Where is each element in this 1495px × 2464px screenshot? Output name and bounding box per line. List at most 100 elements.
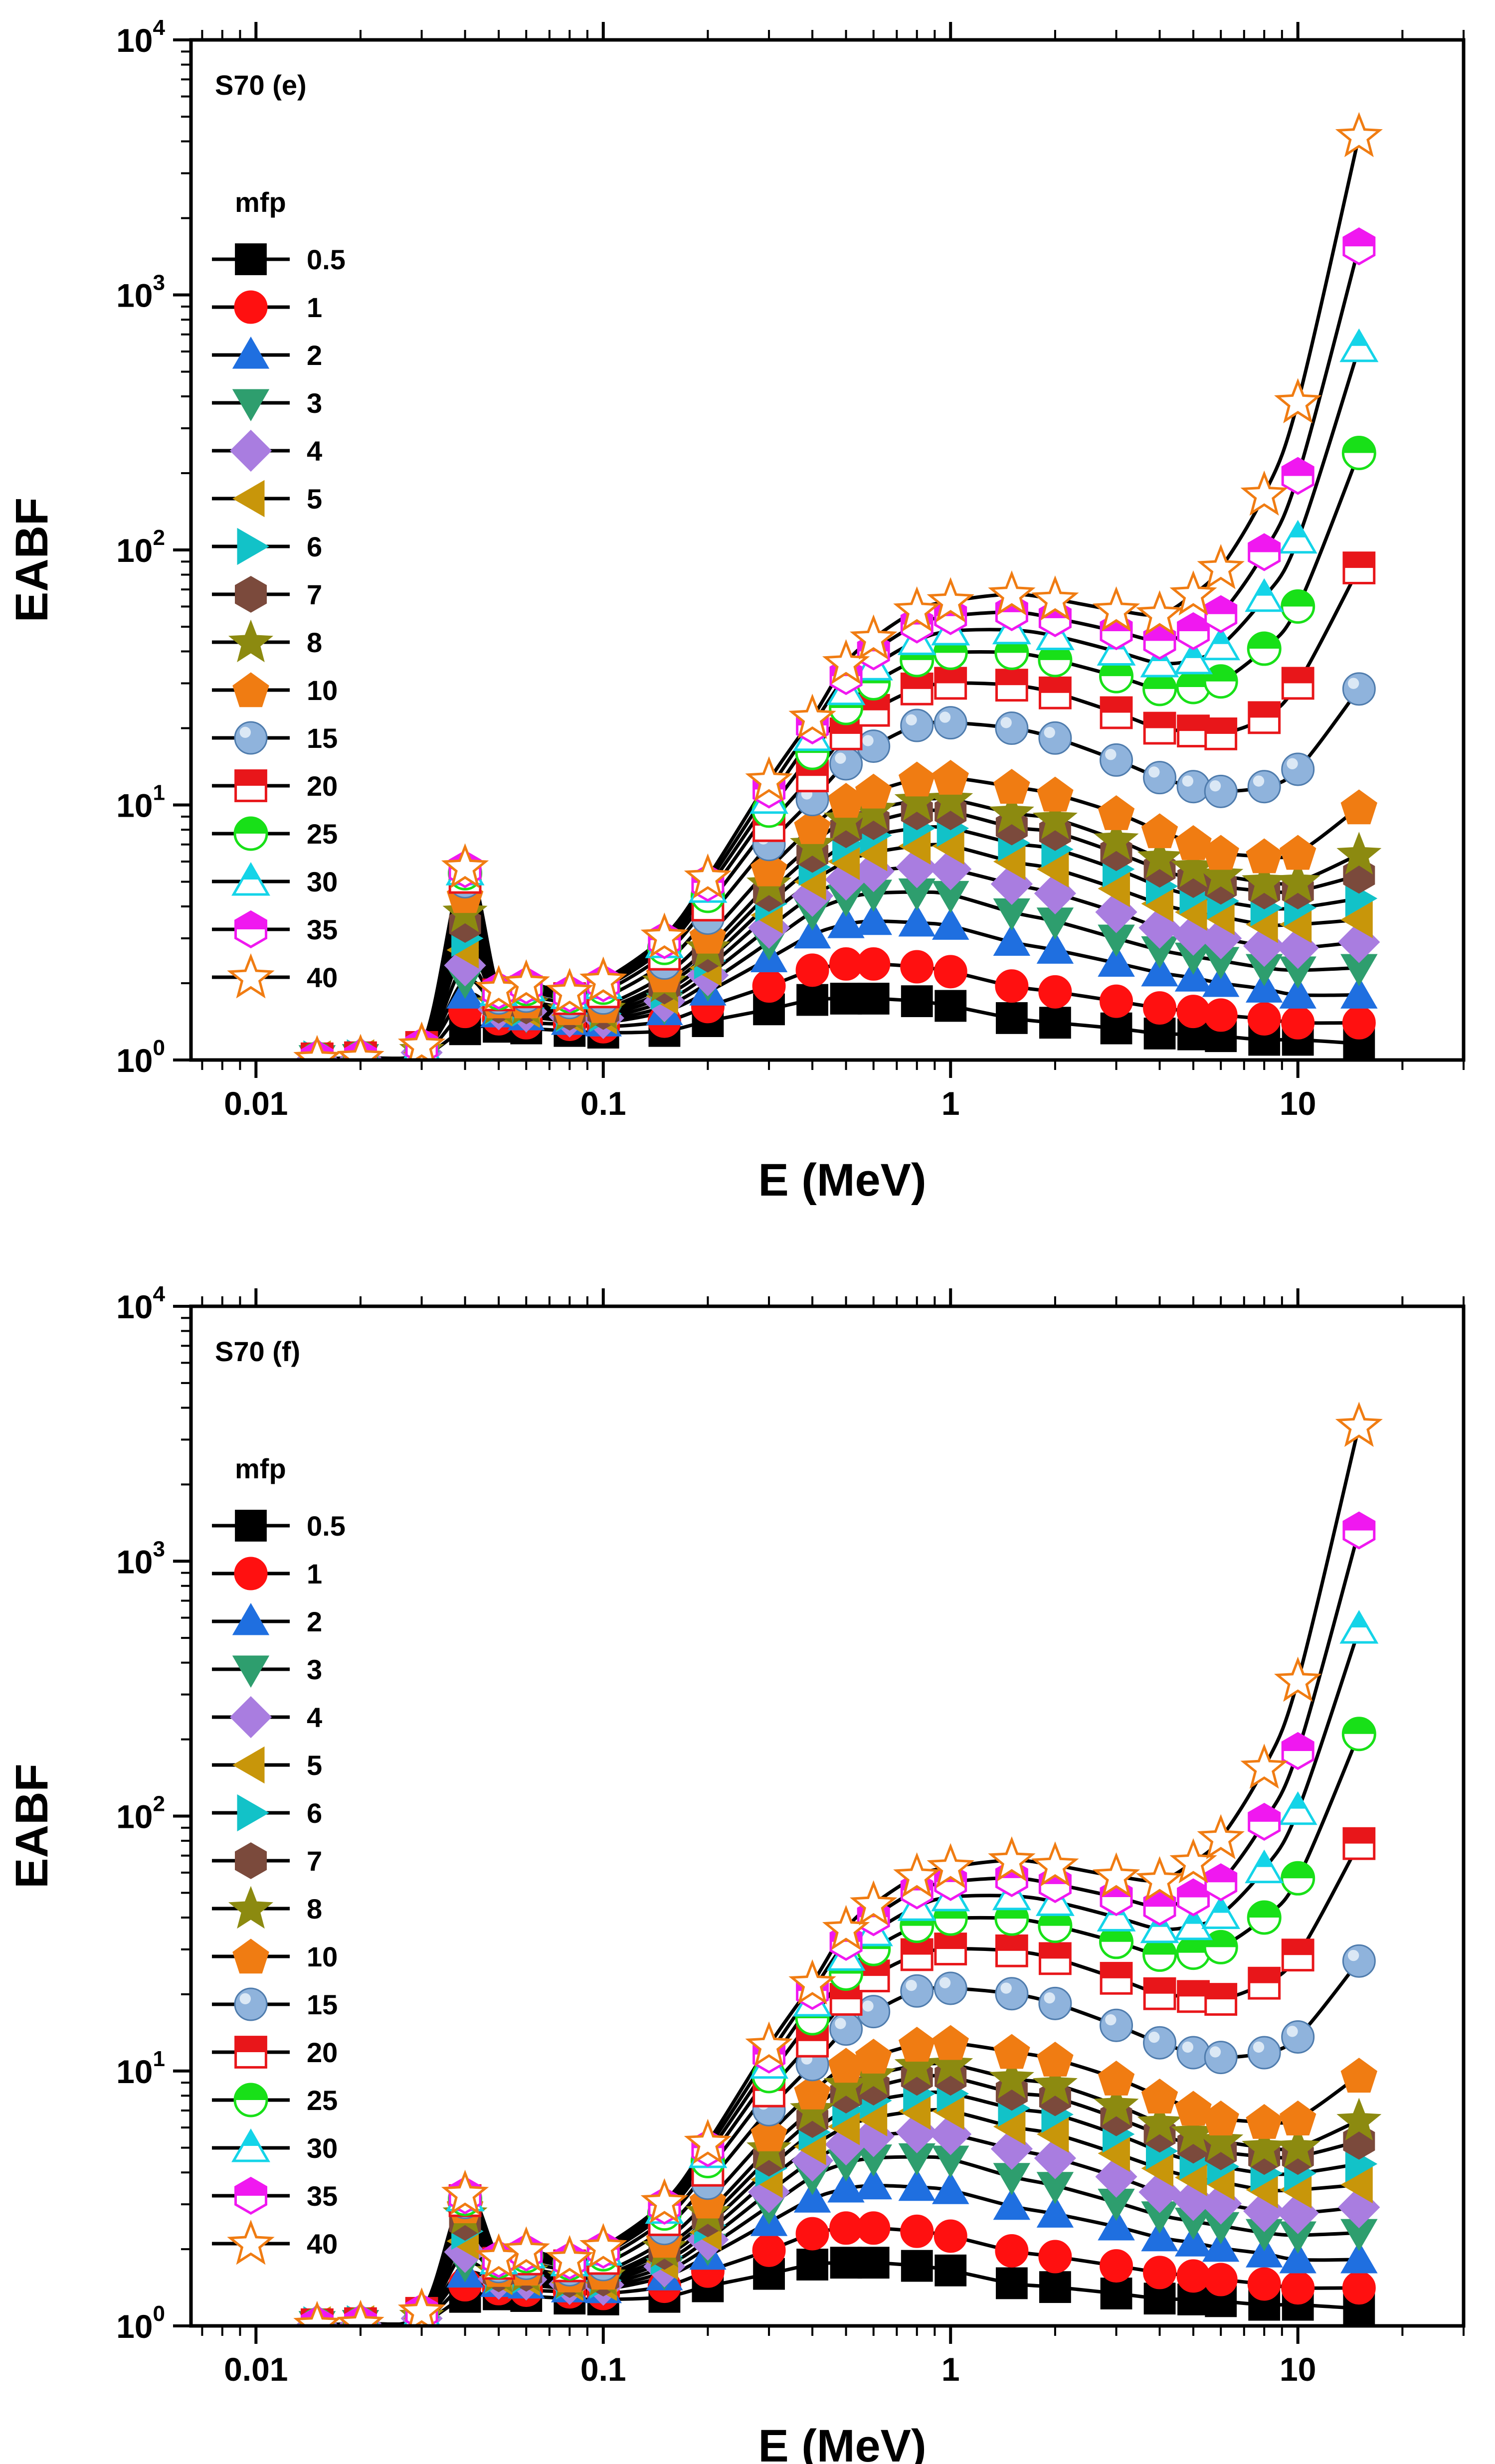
legend-marker-0.5 — [235, 1510, 267, 1542]
legend-item-4: 4 — [212, 1696, 322, 1739]
legend-marker-25 — [233, 2083, 268, 2117]
legend-item-5: 5 — [212, 480, 322, 518]
data-point-35-23 — [1281, 457, 1314, 495]
legend-item-6: 6 — [212, 528, 322, 565]
data-point-40-18 — [1092, 586, 1140, 632]
data-point-8-18 — [1094, 2082, 1139, 2125]
data-point-15-21 — [1204, 2041, 1238, 2075]
data-point-10-18 — [1098, 795, 1135, 830]
data-point-35-24 — [1342, 1511, 1376, 1550]
data-point-8-12 — [823, 796, 869, 840]
plot-area — [293, 1402, 1383, 2326]
data-point-20-24 — [1342, 551, 1376, 585]
legend-marker-15 — [234, 1987, 268, 2021]
data-point-40-13 — [849, 614, 898, 660]
legend-marker-7 — [235, 576, 267, 613]
legend-item-2: 2 — [212, 336, 322, 371]
data-point-10-18 — [1098, 2061, 1135, 2096]
legend-item-20: 20 — [212, 2036, 338, 2069]
data-point-10-20 — [1175, 2091, 1212, 2126]
data-point-2-13 — [855, 2167, 893, 2200]
data-point-10-10 — [750, 851, 787, 886]
data-point-2-11 — [793, 916, 831, 949]
data-point-8-12 — [823, 2062, 869, 2105]
data-point-40-18 — [1092, 1852, 1140, 1898]
data-point-40-8 — [640, 912, 689, 958]
data-point-15-12 — [829, 747, 863, 781]
data-point-1-18 — [1100, 2249, 1133, 2283]
legend-marker-1 — [234, 1557, 268, 1590]
legend-label-6: 6 — [307, 1797, 322, 1829]
legend-marker-8 — [228, 619, 274, 663]
data-point-8-23 — [1275, 2124, 1320, 2168]
data-point-8-16 — [989, 790, 1034, 833]
legend: mfp 0.5 1 2 3 4 5 6 7 8 10 15 20 25 30 35 40 — [212, 186, 346, 999]
y-tick-label-4: 104 — [116, 1282, 165, 1325]
data-point-25-20 — [1176, 1936, 1211, 1970]
data-point-40-15 — [927, 577, 974, 623]
legend-marker-4 — [229, 1696, 272, 1739]
legend-item-40: 40 — [212, 953, 338, 999]
legend-label-4: 4 — [307, 435, 322, 467]
data-point-40-20 — [1169, 570, 1217, 616]
data-point-25-22 — [1247, 631, 1282, 666]
data-point-0.5-16 — [995, 2267, 1028, 2299]
panel-label: S70 (f) — [215, 1336, 300, 1367]
data-point-2-23 — [1279, 2241, 1316, 2274]
data-point-10-11 — [794, 2074, 831, 2110]
data-point-20-15 — [934, 1933, 967, 1965]
data-point-10-16 — [993, 769, 1030, 804]
legend-label-5: 5 — [307, 1750, 322, 1781]
y-tick-label-2: 102 — [116, 1792, 165, 1835]
data-point-20-22 — [1248, 1966, 1281, 2000]
data-point-40-23 — [1274, 378, 1322, 423]
data-point-30-22 — [1245, 578, 1284, 612]
legend: mfp 0.5 1 2 3 4 5 6 7 8 10 15 20 25 30 35 40 — [212, 1453, 346, 2265]
data-point-2-14 — [898, 904, 936, 937]
legend-label-10: 10 — [307, 1941, 338, 1972]
data-point-8-21 — [1198, 2118, 1244, 2161]
data-point-30-23 — [1278, 1791, 1317, 1825]
data-point-20-19 — [1143, 711, 1176, 745]
data-point-25-19 — [1142, 672, 1177, 706]
legend-item-15: 15 — [212, 721, 338, 755]
data-point-15-12 — [829, 2012, 863, 2046]
data-point-20-20 — [1177, 1980, 1210, 2013]
data-point-10-14 — [898, 2027, 935, 2062]
data-point-2-12 — [827, 2170, 865, 2203]
data-point-20-18 — [1100, 1961, 1133, 1995]
legend-label-30: 30 — [307, 866, 338, 897]
data-point-15-19 — [1143, 761, 1177, 795]
data-point-20-21 — [1204, 1983, 1238, 2016]
data-point-0.5-11 — [796, 984, 828, 1016]
legend-item-30: 30 — [212, 2128, 338, 2164]
legend-item-25: 25 — [212, 2083, 338, 2117]
legend-marker-40 — [227, 2219, 275, 2265]
data-point-25-23 — [1281, 589, 1315, 624]
legend-item-3: 3 — [212, 387, 322, 422]
data-point-20-15 — [934, 667, 967, 700]
data-point-20-18 — [1100, 696, 1133, 729]
data-point-25-21 — [1203, 664, 1238, 699]
legend-marker-0.5 — [235, 243, 267, 275]
data-point-40-5 — [502, 959, 550, 1005]
data-point-35-22 — [1248, 1802, 1281, 1841]
legend-marker-10 — [232, 672, 269, 707]
data-point-40-6 — [546, 2235, 593, 2281]
panel-label: S70 (e) — [215, 69, 307, 101]
legend-label-6: 6 — [307, 531, 322, 562]
data-point-40-3 — [441, 2169, 489, 2215]
y-tick-label-0: 100 — [116, 1036, 165, 1079]
data-point-0.5-15 — [934, 990, 967, 1022]
data-point-15-13 — [857, 1995, 891, 2029]
data-point-0.5-12 — [830, 2247, 862, 2279]
legend-item-8: 8 — [212, 619, 322, 663]
data-point-40-16 — [988, 570, 1036, 616]
data-point-2-15 — [932, 907, 969, 940]
y-tick-label-3: 103 — [116, 1537, 165, 1580]
data-point-40-16 — [988, 1836, 1036, 1882]
legend-marker-25 — [233, 816, 268, 851]
data-point-2-23 — [1279, 976, 1316, 1009]
